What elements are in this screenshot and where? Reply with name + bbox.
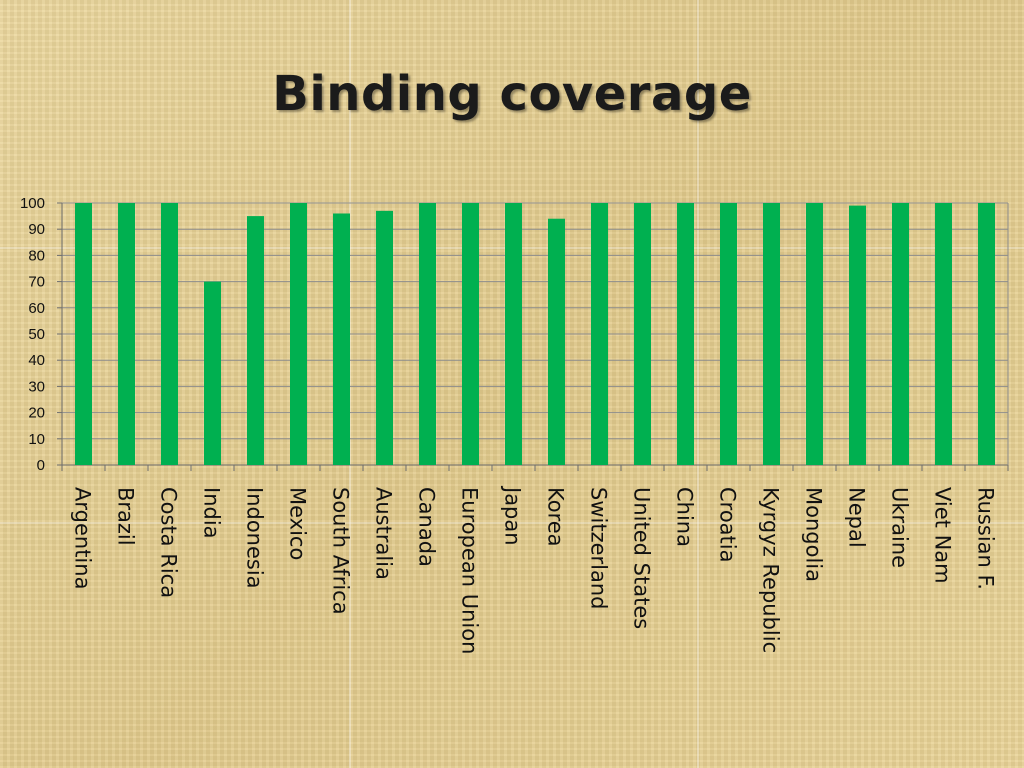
x-tick-label: Nepal bbox=[845, 487, 869, 548]
x-tick-label: Kyrgyz Republic bbox=[759, 487, 783, 653]
x-tick-label: European Union bbox=[458, 487, 482, 654]
x-tick-label: Switzerland bbox=[587, 487, 611, 610]
bar-costa-rica bbox=[161, 203, 178, 465]
x-tick-label: Croatia bbox=[716, 487, 740, 563]
bar-australia bbox=[376, 210, 393, 465]
bar-viet-nam bbox=[935, 203, 952, 465]
y-tick-label: 20 bbox=[28, 405, 45, 422]
x-tick-label: India bbox=[200, 487, 224, 539]
bar-argentina bbox=[75, 203, 92, 465]
y-tick-label: 70 bbox=[28, 274, 45, 291]
x-tick-labels: Argentina Brazil Costa Rica India Indonesia M… bbox=[71, 485, 998, 654]
x-tick-label: Canada bbox=[415, 487, 439, 567]
bar-ukraine bbox=[892, 203, 909, 465]
x-tick-label: China bbox=[673, 487, 697, 547]
x-tick-label: South Africa bbox=[329, 487, 353, 615]
x-tick-label: Korea bbox=[544, 487, 568, 547]
bar-nepal bbox=[849, 205, 866, 465]
bar-european-union bbox=[462, 203, 479, 465]
bar-united-states bbox=[634, 203, 651, 465]
bar-brazil bbox=[118, 203, 135, 465]
y-tick-label: 40 bbox=[28, 352, 45, 369]
x-tick-label: Mongolia bbox=[802, 487, 826, 582]
gridlines bbox=[62, 202, 1008, 440]
x-tick-label: Costa Rica bbox=[157, 487, 181, 598]
x-tick-label: United States bbox=[630, 487, 654, 629]
bar-mongolia bbox=[806, 203, 823, 465]
bars bbox=[75, 203, 995, 465]
bar-canada bbox=[419, 203, 436, 465]
y-tick-label: 60 bbox=[28, 300, 45, 317]
x-tick-label: Ukraine bbox=[888, 487, 912, 568]
x-tick-label: Brazil bbox=[114, 487, 138, 546]
bar-indonesia bbox=[247, 216, 264, 465]
bar-korea bbox=[548, 218, 565, 465]
y-tick-label: 90 bbox=[28, 221, 45, 238]
bar-india bbox=[204, 281, 221, 465]
y-tick-label: 80 bbox=[28, 247, 45, 264]
bar-south-africa bbox=[333, 213, 350, 465]
x-tick-label: Mexico bbox=[286, 487, 310, 560]
bar-mexico bbox=[290, 203, 307, 465]
x-tick-label: Viet Nam bbox=[931, 487, 955, 584]
y-tick-labels: 0 10 20 30 40 50 60 70 80 90 100 bbox=[20, 195, 45, 474]
bar-croatia bbox=[720, 203, 737, 465]
x-tick-label: Russian F. bbox=[974, 487, 998, 590]
x-tick-label: Australia bbox=[372, 487, 396, 580]
x-tick-label: Japan bbox=[501, 485, 525, 546]
bar-japan bbox=[505, 203, 522, 465]
y-tick-label: 10 bbox=[28, 431, 45, 448]
x-tick-label: Argentina bbox=[71, 487, 95, 589]
y-tick-label: 100 bbox=[20, 195, 45, 212]
y-tick-label: 0 bbox=[37, 457, 45, 474]
y-tick-label: 30 bbox=[28, 378, 45, 395]
bar-kyrgyz-republic bbox=[763, 203, 780, 465]
page-title: Binding coverage bbox=[272, 66, 752, 122]
x-tick-label: Indonesia bbox=[243, 487, 267, 589]
bar-china bbox=[677, 203, 694, 465]
bar-russian-f- bbox=[978, 203, 995, 465]
y-tick-label: 50 bbox=[28, 326, 45, 343]
bar-switzerland bbox=[591, 203, 608, 465]
